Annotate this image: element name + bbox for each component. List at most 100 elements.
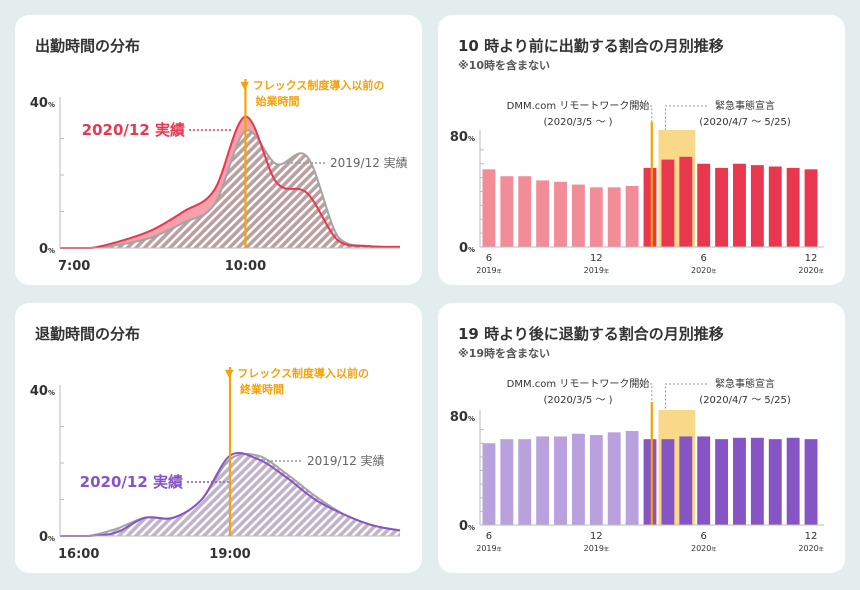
x-tick-month: 12 <box>590 253 603 264</box>
panel-arrival-distribution: 出勤時間の分布 40% 0% 7:00 10:00 ▼ フレックス制度導入以前の始業時間… <box>15 15 422 285</box>
reference-note-line1: ▼ フレックス制度導入以前の <box>225 366 369 380</box>
bar <box>571 433 585 525</box>
bar <box>625 430 639 525</box>
event-remote-line1: DMM.com リモートワーク開始 <box>507 99 650 112</box>
bar <box>482 169 496 247</box>
event-emergency-line1: 緊急事態宣言 <box>715 99 775 112</box>
bar <box>625 185 639 247</box>
y-tick-label: 80% <box>450 410 475 425</box>
panel-title: 10 時より前に出勤する割合の月別推移 <box>458 37 724 55</box>
bar <box>750 165 764 247</box>
bar <box>643 439 657 525</box>
event-remote-line1: DMM.com リモートワーク開始 <box>507 377 650 390</box>
arrival-monthly-chart: 80% 0% 6 2019年 12 2019年 6 2020年 12 2020年 DMM.com リ… <box>450 99 824 275</box>
bar <box>554 181 567 247</box>
y-tick-label: 0% <box>459 519 475 534</box>
panel-title: 退勤時間の分布 <box>35 325 141 343</box>
event-remote-leader <box>638 105 653 122</box>
panel-title: 19 時より後に退勤する割合の月別推移 <box>458 325 724 343</box>
panel-subtitle: ※10時を含まない <box>458 59 551 72</box>
panel-subtitle: ※19時を含まない <box>458 347 551 360</box>
x-tick-year: 2019年 <box>584 544 609 553</box>
x-tick-label: 16:00 <box>58 547 99 562</box>
bar <box>554 436 567 525</box>
bar <box>607 432 621 525</box>
bar <box>661 159 675 247</box>
bar <box>500 439 514 525</box>
x-tick-year: 2020年 <box>798 544 823 553</box>
bar <box>697 436 711 525</box>
bar <box>661 439 675 525</box>
y-tick-label: 0% <box>39 242 55 257</box>
x-tick-month: 12 <box>805 253 818 264</box>
x-tick-label: 19:00 <box>209 547 250 562</box>
x-tick-year: 2019年 <box>584 266 609 275</box>
y-tick-label: 0% <box>39 530 55 545</box>
bar <box>607 187 621 247</box>
event-emergency-line2: (2020/4/7 〜 5/25) <box>699 117 791 128</box>
event-remote-line2: (2020/3/5 〜 ) <box>543 117 612 128</box>
bar <box>715 439 729 525</box>
bar <box>482 443 496 525</box>
event-emergency-leader <box>664 383 707 410</box>
x-tick-year: 2019年 <box>476 266 501 275</box>
x-tick-month: 6 <box>700 253 706 264</box>
series-line-2020 <box>60 115 401 249</box>
event-emergency-line1: 緊急事態宣言 <box>715 377 775 390</box>
x-tick-label: 10:00 <box>225 259 266 274</box>
event-emergency-leader <box>664 105 707 130</box>
event-remote-line2: (2020/3/5 〜 ) <box>543 395 612 406</box>
series-label-2020: 2020/12 実績 <box>80 473 183 491</box>
reference-note-line2: 終業時間 <box>240 382 284 396</box>
x-tick-month: 6 <box>700 531 706 542</box>
bar <box>643 167 657 247</box>
panel-departure-monthly: 19 時より後に退勤する割合の月別推移 ※19時を含まない 80% 0% 6 2019… <box>438 303 845 573</box>
event-emergency-line2: (2020/4/7 〜 5/25) <box>699 395 791 406</box>
x-tick-year: 2020年 <box>798 266 823 275</box>
bar <box>750 437 764 525</box>
panel-arrival-monthly: 10 時より前に出勤する割合の月別推移 ※10時を含まない 80% 0% 6 2019… <box>438 15 845 285</box>
bar <box>679 436 693 525</box>
bar <box>500 176 514 247</box>
bar <box>697 163 711 247</box>
bar <box>715 167 729 247</box>
bar <box>536 436 550 525</box>
series-label-2019: 2019/12 実績 <box>330 155 408 170</box>
departure-monthly-chart: 80% 0% 6 2019年 12 2019年 6 2020年 12 2020年 DMM.com リ… <box>450 377 824 553</box>
x-tick-label: 7:00 <box>58 259 90 274</box>
x-tick-month: 6 <box>486 531 492 542</box>
y-tick-label: 40% <box>30 96 55 111</box>
bar <box>518 439 532 525</box>
y-tick-label: 80% <box>450 130 475 145</box>
bar <box>733 163 746 247</box>
x-tick-year: 2020年 <box>691 266 716 275</box>
x-tick-month: 12 <box>590 531 603 542</box>
bar <box>733 437 746 525</box>
event-remote-leader <box>638 383 653 402</box>
series-label-2019: 2019/12 実績 <box>307 453 385 468</box>
bar <box>536 180 550 247</box>
panel-title: 出勤時間の分布 <box>35 37 141 55</box>
bar <box>786 167 800 247</box>
x-tick-year: 2020年 <box>691 544 716 553</box>
series-area-2019 <box>60 130 400 248</box>
reference-note-line2: 始業時間 <box>255 94 299 108</box>
x-tick-year: 2019年 <box>476 544 501 553</box>
bar <box>518 176 532 247</box>
bar <box>804 439 818 525</box>
y-tick-label: 40% <box>30 384 55 399</box>
bar <box>571 184 585 247</box>
bar <box>768 166 782 247</box>
series-line-2019 <box>60 129 401 249</box>
x-tick-month: 12 <box>805 531 818 542</box>
bar <box>679 156 693 247</box>
panel-departure-distribution: 退勤時間の分布 40% 0% 16:00 19:00 ▼ フレックス制度導入以前の終業時… <box>15 303 422 573</box>
bar <box>589 187 603 247</box>
bar <box>768 439 782 525</box>
reference-note-line1: ▼ フレックス制度導入以前の <box>240 78 384 92</box>
y-tick-label: 0% <box>459 241 475 256</box>
x-tick-month: 6 <box>486 253 492 264</box>
bar <box>786 437 800 525</box>
